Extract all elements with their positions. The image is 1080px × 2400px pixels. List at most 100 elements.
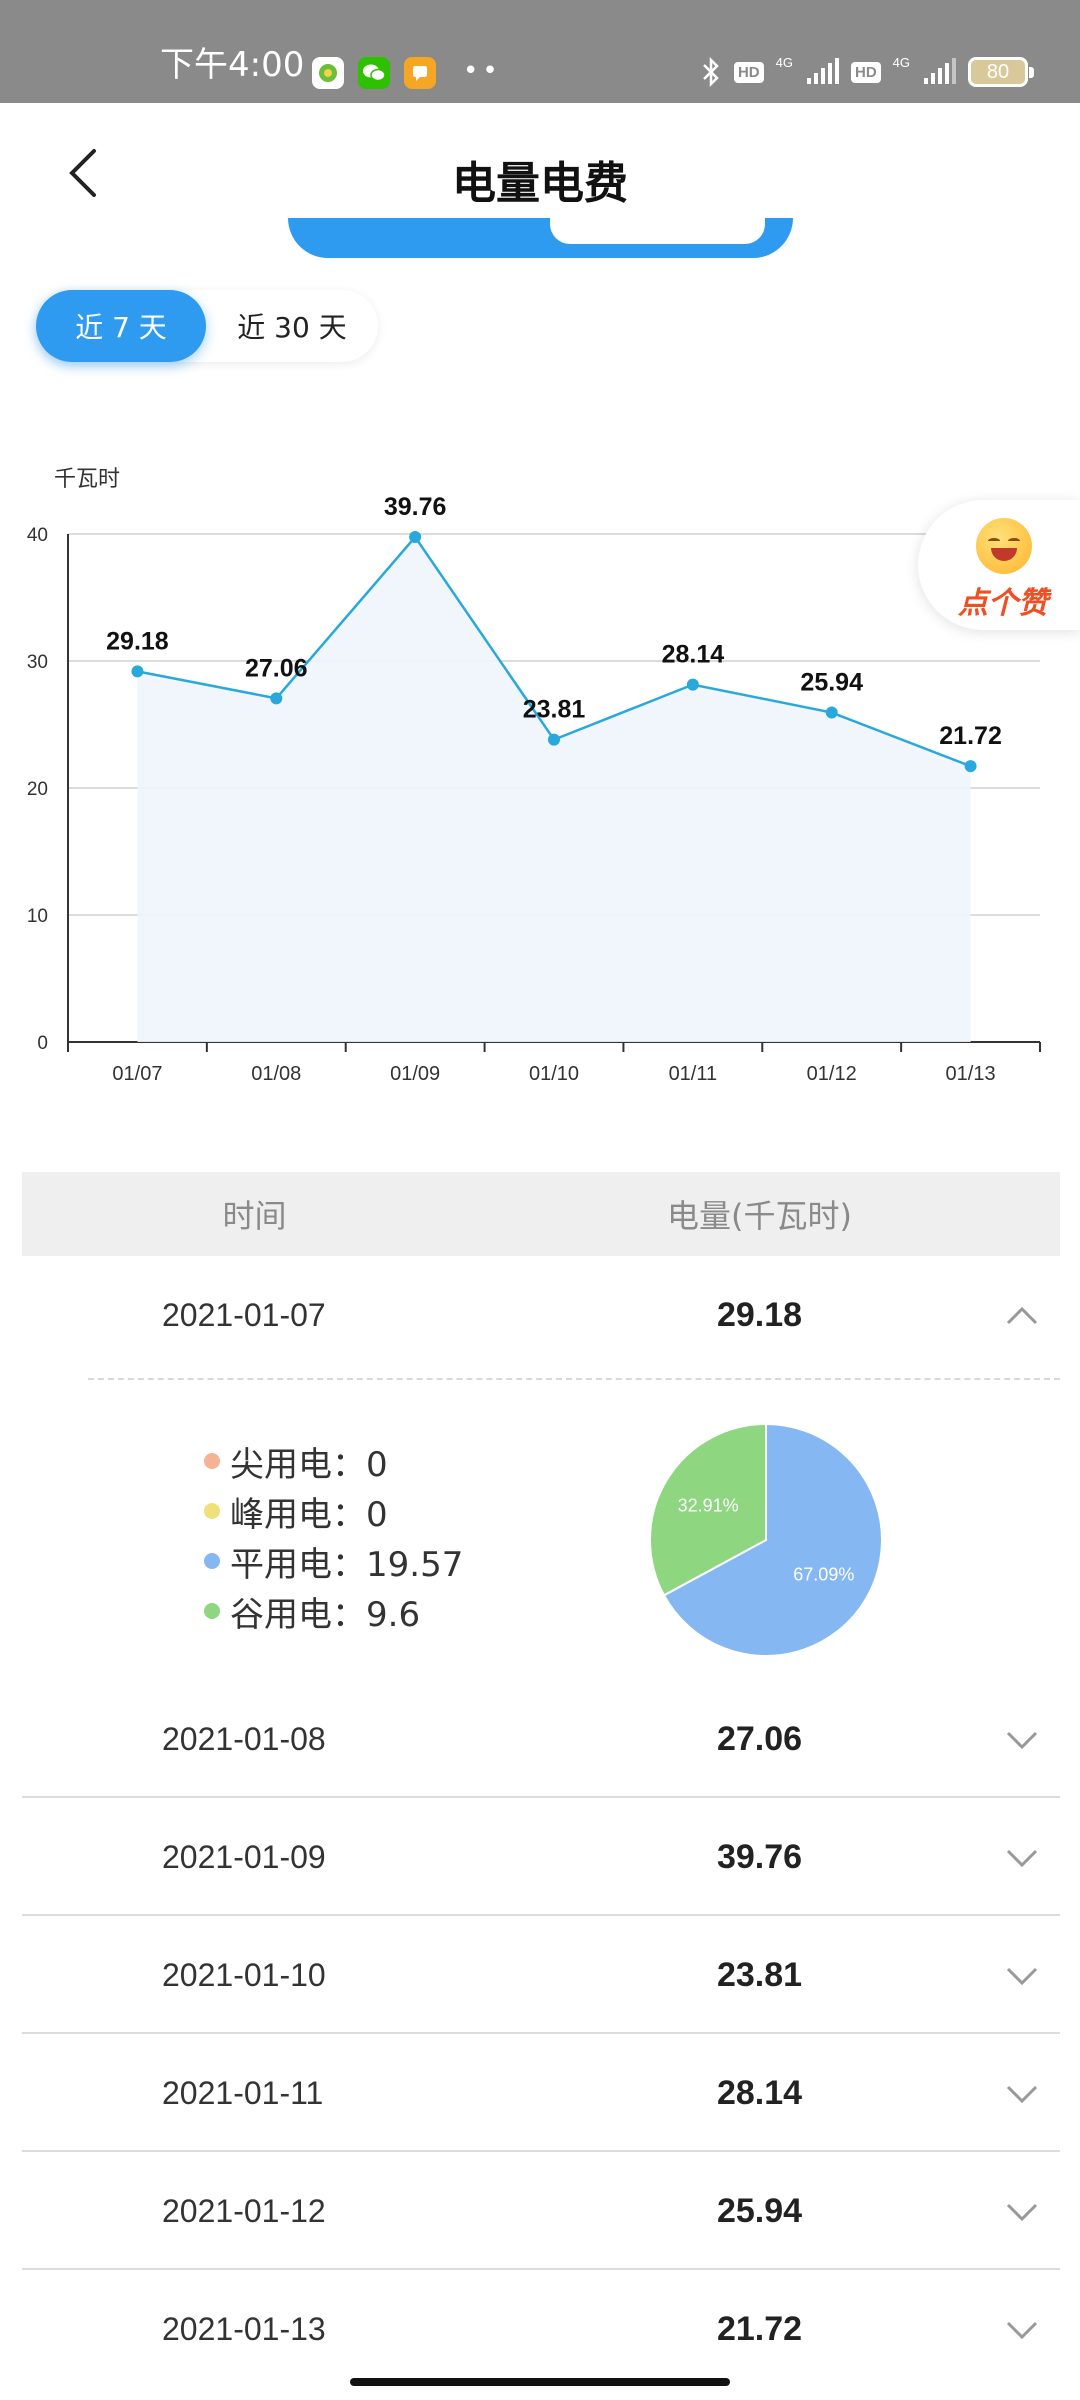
like-label: 点个赞 <box>958 586 1048 621</box>
wechat-icon <box>358 57 390 89</box>
battery-level: 80 <box>986 60 1010 83</box>
status-bar: 下午4:00 •• HD 4G HD 4G 80 <box>0 0 1080 103</box>
data-point <box>270 692 283 705</box>
usage-breakdown-legend: 尖用电：0 峰用电：0 平用电：19.57 谷用电：9.6 <box>204 1436 463 1636</box>
chevron-up-icon[interactable] <box>1004 1297 1040 1333</box>
data-label: 28.14 <box>662 641 725 669</box>
y-tick-label: 10 <box>27 906 48 927</box>
notification-icons <box>312 57 436 89</box>
legend-item-sharp: 尖用电：0 <box>204 1436 463 1486</box>
chevron-down-icon[interactable] <box>1004 1839 1040 1875</box>
home-indicator[interactable] <box>350 2378 730 2386</box>
battery-icon: 80 <box>968 57 1034 87</box>
row-date: 2021-01-08 <box>162 1720 326 1757</box>
data-point <box>964 760 977 773</box>
data-label: 39.76 <box>384 493 447 521</box>
status-indicators: HD 4G HD 4G 80 <box>700 54 1034 88</box>
chevron-down-icon[interactable] <box>1004 1957 1040 1993</box>
y-tick-label: 30 <box>27 652 48 673</box>
row-date: 2021-01-12 <box>162 2192 326 2229</box>
row-value: 29.18 <box>716 1295 803 1334</box>
x-tick-label: 01/07 <box>112 1063 162 1085</box>
y-tick-label: 20 <box>27 779 48 800</box>
data-point <box>548 733 560 746</box>
pie-slice <box>649 1422 767 1597</box>
data-label: 29.18 <box>106 627 169 655</box>
energy-line-chart: 千瓦时 0 10 20 30 40 01/07 01/08 01/09 01/10 01/11 01/… <box>27 466 1041 1085</box>
data-point <box>686 678 699 691</box>
hd-badge-1: HD <box>733 61 764 83</box>
lottery-app-icon <box>312 57 344 89</box>
y-tick-label: 0 <box>37 1033 48 1054</box>
signal-icon-2 <box>924 58 956 84</box>
data-label: 23.81 <box>523 696 586 724</box>
range-7-days-button[interactable]: 近 7 天 <box>36 290 206 362</box>
row-date: 2021-01-07 <box>162 1296 326 1333</box>
row-value: 28.14 <box>716 2073 803 2112</box>
network-type-2: 4G <box>892 54 910 70</box>
like-badge-button[interactable]: 点个赞 <box>918 500 1080 630</box>
data-point <box>825 706 838 719</box>
row-date: 2021-01-11 <box>162 2074 324 2111</box>
network-type-1: 4G <box>775 54 793 70</box>
table-row[interactable]: 2021-01-07 29.18 <box>22 1256 1060 1374</box>
row-detail-panel: 尖用电：0 峰用电：0 平用电：19.57 谷用电：9.6 67.09% 32.9… <box>22 1378 1060 1668</box>
table-header: 时间 电量(千瓦时) <box>22 1172 1060 1256</box>
column-header-time: 时间 <box>222 1197 287 1235</box>
data-label: 21.72 <box>939 722 1002 750</box>
table-row[interactable]: 2021-01-10 23.81 <box>22 1916 1060 2034</box>
data-label: 25.94 <box>800 669 863 697</box>
partial-tab-bar-active <box>550 218 765 244</box>
x-tick-label: 01/09 <box>390 1063 440 1085</box>
row-value: 23.81 <box>716 1955 803 1994</box>
row-date: 2021-01-09 <box>162 1838 326 1875</box>
chevron-down-icon[interactable] <box>1004 2075 1040 2111</box>
dashed-divider <box>88 1378 1060 1380</box>
back-button[interactable] <box>52 143 112 203</box>
status-time: 下午4:00 <box>160 45 305 85</box>
range-30-days-button[interactable]: 近 30 天 <box>237 311 347 344</box>
row-value: 27.06 <box>716 1719 803 1758</box>
page-title: 电量电费 <box>452 158 628 209</box>
x-tick-label: 01/08 <box>251 1063 301 1085</box>
legend-item-valley: 谷用电：9.6 <box>204 1586 463 1636</box>
legend-item-peak: 峰用电：0 <box>204 1486 463 1536</box>
data-label: 27.06 <box>245 654 308 682</box>
x-tick-label: 01/10 <box>529 1063 579 1085</box>
usage-pie-chart: 67.09% 32.91% <box>649 1422 883 1657</box>
chevron-down-icon[interactable] <box>1004 2311 1040 2347</box>
table-row[interactable]: 2021-01-13 21.72 <box>22 2270 1060 2388</box>
legend-item-flat: 平用电：19.57 <box>204 1536 463 1586</box>
hd-badge-2: HD <box>850 61 881 83</box>
bluetooth-icon <box>703 56 719 88</box>
signal-icon-1 <box>806 58 839 84</box>
x-tick-label: 01/11 <box>669 1063 718 1085</box>
y-tick-label: 40 <box>27 525 48 546</box>
pie-slice <box>662 1422 883 1657</box>
table-row[interactable]: 2021-01-08 27.06 <box>22 1680 1060 1798</box>
chevron-down-icon[interactable] <box>1004 2193 1040 2229</box>
table-row[interactable]: 2021-01-11 28.14 <box>22 2034 1060 2152</box>
pie-slice-label: 67.09% <box>793 1564 854 1584</box>
data-point <box>131 665 144 678</box>
series-area <box>137 537 971 1042</box>
table-row[interactable]: 2021-01-12 25.94 <box>22 2152 1060 2270</box>
row-date: 2021-01-10 <box>162 1956 326 1993</box>
column-header-energy: 电量(千瓦时) <box>667 1197 852 1235</box>
smile-face-icon <box>976 518 1032 574</box>
row-date: 2021-01-13 <box>162 2310 326 2347</box>
message-app-icon <box>404 57 436 89</box>
data-point <box>409 531 422 544</box>
x-tick-label: 01/12 <box>807 1063 857 1085</box>
chevron-down-icon[interactable] <box>1004 1721 1040 1757</box>
range-toggle: 近 7 天 近 30 天 <box>36 290 378 362</box>
row-value: 21.72 <box>716 2309 803 2348</box>
chevron-left-icon <box>69 149 96 197</box>
y-axis-label: 千瓦时 <box>54 466 120 491</box>
x-tick-label: 01/13 <box>946 1063 996 1085</box>
table-row[interactable]: 2021-01-09 39.76 <box>22 1798 1060 1916</box>
more-notifications-icon: •• <box>463 56 502 86</box>
pie-slice-label: 32.91% <box>678 1496 739 1516</box>
row-value: 25.94 <box>716 2191 803 2230</box>
row-value: 39.76 <box>716 1837 803 1876</box>
